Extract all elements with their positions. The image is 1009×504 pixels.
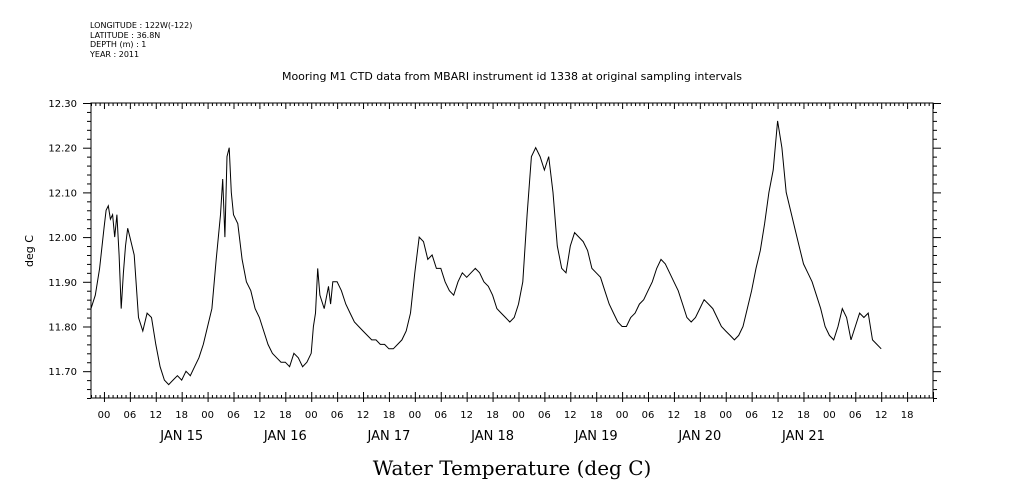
y-tick-labels: 11.70 11.80 11.90 12.00 12.10 12.20 12.30	[48, 99, 77, 378]
metadata-block: LONGITUDE : 122W(-122) LATITUDE : 36.8N …	[90, 21, 192, 59]
axis-ticks	[83, 103, 941, 402]
y-tick-label: 12.00	[48, 233, 77, 244]
x-tick-label: 12	[771, 410, 784, 421]
year-text: YEAR : 2011	[90, 49, 140, 59]
x-tick-label: 12	[460, 410, 473, 421]
x-tick-labels: 00 06 12 18 00 06 12 18 00 06 12 18 00 06 12 18 00 06 12 18…	[98, 410, 914, 421]
y-tick-label: 12.30	[48, 99, 77, 110]
latitude-text: LATITUDE : 36.8N	[90, 30, 161, 40]
depth-text: DEPTH (m) : 1	[90, 40, 147, 49]
y-tick-label: 11.90	[48, 278, 77, 289]
day-label: JAN 19	[574, 429, 618, 444]
day-label: JAN 15	[159, 429, 203, 444]
x-tick-label: 00	[305, 410, 318, 421]
x-tick-label: 12	[253, 410, 266, 421]
x-tick-label: 12	[875, 410, 888, 421]
x-tick-label: 06	[434, 410, 447, 421]
day-label: JAN 21	[781, 429, 825, 444]
x-tick-label: 12	[149, 410, 162, 421]
x-tick-label: 18	[175, 410, 188, 421]
x-tick-label: 00	[98, 410, 111, 421]
day-label: JAN 18	[470, 429, 514, 444]
x-tick-label: 12	[357, 410, 370, 421]
x-tick-label: 06	[123, 410, 136, 421]
y-axis-label: deg C	[23, 235, 36, 267]
x-tick-label: 00	[719, 410, 732, 421]
x-tick-label: 06	[642, 410, 655, 421]
x-tick-label: 18	[486, 410, 499, 421]
x-tick-label: 12	[564, 410, 577, 421]
y-tick-label: 12.20	[48, 144, 77, 155]
x-tick-label: 18	[383, 410, 396, 421]
x-tick-label: 00	[616, 410, 629, 421]
x-tick-label: 18	[693, 410, 706, 421]
x-tick-label: 06	[227, 410, 240, 421]
x-tick-label: 06	[745, 410, 758, 421]
x-tick-label: 06	[538, 410, 551, 421]
y-tick-label: 11.70	[48, 367, 77, 378]
x-tick-label: 00	[408, 410, 421, 421]
day-label: JAN 20	[677, 429, 721, 444]
plot-frame	[90, 102, 934, 399]
x-tick-label: 06	[849, 410, 862, 421]
longitude-text: LONGITUDE : 122W(-122)	[90, 21, 193, 30]
x-tick-label: 18	[590, 410, 603, 421]
y-tick-label: 11.80	[48, 322, 77, 333]
x-tick-label: 00	[823, 410, 836, 421]
day-labels: JAN 15 JAN 16 JAN 17 JAN 18 JAN 19 JAN 20 JAN …	[159, 429, 825, 444]
chart-title: Mooring M1 CTD data from MBARI instrumen…	[282, 70, 742, 83]
day-label: JAN 16	[263, 429, 307, 444]
x-tick-label: 12	[668, 410, 681, 421]
x-tick-label: 18	[279, 410, 292, 421]
x-tick-label: 18	[901, 410, 914, 421]
y-tick-label: 12.10	[48, 188, 77, 199]
x-tick-label: 00	[201, 410, 214, 421]
x-tick-label: 18	[797, 410, 810, 421]
day-label: JAN 17	[366, 429, 410, 444]
series-line-water-temperature	[90, 120, 882, 386]
x-tick-label: 06	[331, 410, 344, 421]
x-axis-label: Water Temperature (deg C)	[373, 456, 652, 480]
x-tick-label: 00	[512, 410, 525, 421]
